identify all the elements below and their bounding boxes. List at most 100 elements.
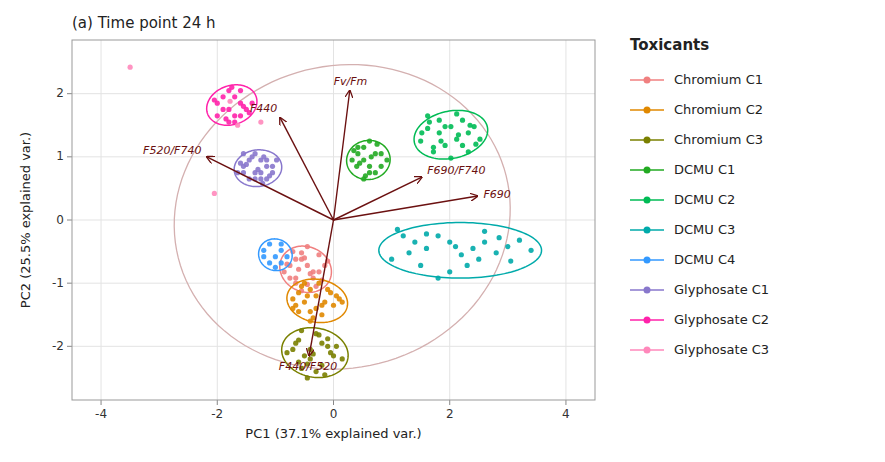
point [418, 138, 423, 143]
point [258, 176, 263, 181]
arrows [207, 91, 478, 356]
point [431, 145, 436, 150]
point [437, 118, 442, 123]
point [442, 143, 447, 148]
tick-mark [333, 400, 334, 405]
series [128, 65, 264, 197]
point [223, 116, 228, 121]
point [299, 250, 304, 255]
point [466, 130, 471, 135]
tick-mark [101, 400, 102, 405]
tick-label: -4 [95, 407, 107, 421]
tick-mark [67, 156, 72, 157]
point [508, 258, 513, 263]
point [305, 375, 310, 380]
point [264, 164, 269, 169]
series [287, 279, 348, 324]
point [447, 269, 452, 274]
point [273, 265, 278, 270]
arrow-label: F690 [484, 188, 511, 201]
point [238, 113, 243, 118]
legend-label: DCMU C3 [674, 222, 735, 237]
point [232, 113, 237, 118]
point [460, 143, 465, 148]
point [290, 306, 295, 311]
tick-mark [67, 346, 72, 347]
point [442, 124, 447, 129]
point [261, 248, 266, 253]
point [355, 151, 360, 156]
point [299, 284, 304, 289]
group-ellipse [414, 110, 488, 159]
large-ellipse [174, 65, 510, 369]
point [128, 65, 133, 70]
point [255, 167, 260, 172]
legend-marker [644, 107, 651, 114]
point [316, 281, 321, 286]
plot-frame [72, 40, 595, 400]
point [308, 309, 313, 314]
legend-label: Glyphosate C3 [674, 342, 769, 357]
point [467, 123, 472, 128]
point [316, 252, 321, 257]
legend-marker [644, 287, 651, 294]
point [267, 173, 272, 178]
point [473, 142, 478, 147]
point [305, 293, 310, 298]
series [414, 110, 488, 160]
tick-label: 2 [446, 407, 454, 421]
point [220, 107, 225, 112]
point [419, 130, 424, 135]
point [374, 142, 379, 147]
point [369, 154, 374, 159]
tick-mark [67, 283, 72, 284]
point [311, 351, 316, 356]
point [279, 241, 284, 246]
tick-mark [217, 400, 218, 405]
point [379, 151, 384, 156]
legend-label: Chromium C3 [674, 132, 763, 147]
point [311, 276, 316, 281]
point [313, 293, 318, 298]
point [456, 132, 461, 137]
loading-arrow [334, 91, 350, 220]
loading-arrow [334, 196, 478, 220]
point [517, 238, 522, 243]
point [436, 233, 441, 238]
legend-marker [644, 227, 651, 234]
point [331, 353, 336, 358]
grid [72, 40, 595, 400]
point [424, 231, 429, 236]
legend: ToxicantsChromium C1Chromium C2Chromium … [630, 36, 769, 357]
legend-marker [644, 317, 651, 324]
point [273, 254, 278, 259]
point [302, 353, 307, 358]
point [418, 263, 423, 268]
legend-marker [644, 257, 651, 264]
chart: -4-2024-2-1012Fv/FmF690/F740F690F520/F74… [0, 0, 885, 462]
point [296, 290, 301, 295]
point [302, 255, 307, 260]
point [238, 161, 243, 166]
point [229, 85, 234, 90]
point [454, 137, 459, 142]
point [322, 300, 327, 305]
point [290, 347, 295, 352]
point [528, 248, 533, 253]
point [212, 97, 217, 102]
arrow-label: Fv/Fm [334, 75, 368, 88]
point [361, 145, 366, 150]
legend-label: Chromium C2 [674, 102, 763, 117]
series [280, 244, 332, 293]
legend-label: DCMU C1 [674, 162, 735, 177]
point [367, 164, 372, 169]
point [293, 341, 298, 346]
loading-arrow [309, 220, 333, 356]
legend-marker [644, 197, 651, 204]
point [238, 88, 243, 93]
point [425, 126, 430, 131]
tick-mark [67, 220, 72, 221]
legend-marker [644, 347, 651, 354]
point [363, 173, 368, 178]
tick-label: -2 [52, 339, 64, 353]
